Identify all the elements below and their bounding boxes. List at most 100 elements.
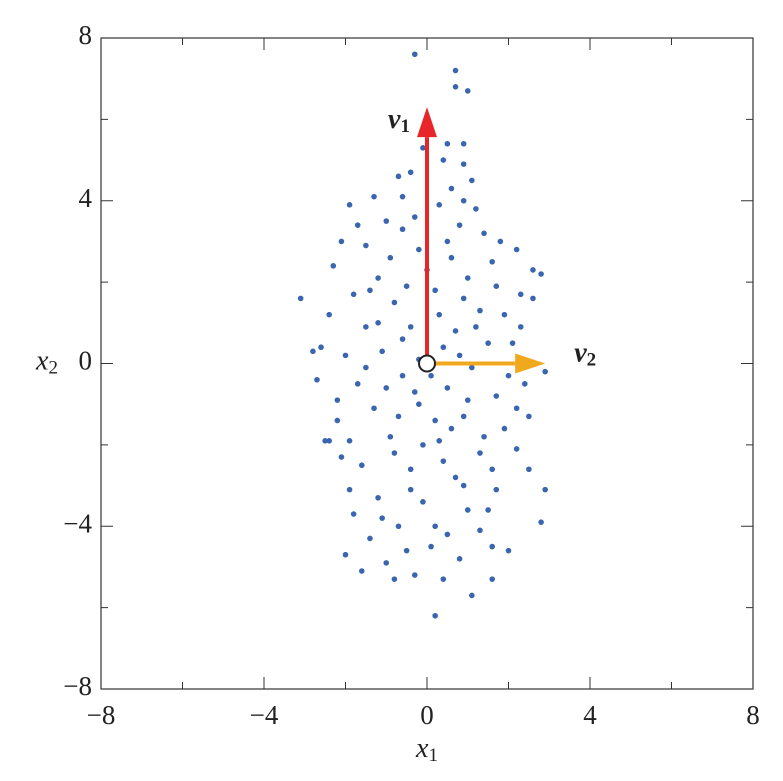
point <box>346 202 353 208</box>
point <box>375 275 381 281</box>
point <box>477 527 483 534</box>
point <box>489 466 496 473</box>
point <box>440 344 447 351</box>
point <box>411 389 418 395</box>
point <box>440 157 447 163</box>
point <box>493 283 500 289</box>
point <box>517 291 524 298</box>
point <box>513 446 520 452</box>
point <box>383 385 390 391</box>
point <box>444 140 451 147</box>
point <box>452 67 459 74</box>
point <box>314 376 320 383</box>
point <box>509 340 516 346</box>
point <box>452 328 459 334</box>
y-tick-label: 8 <box>79 20 93 50</box>
point <box>391 576 398 582</box>
point <box>526 466 532 473</box>
point <box>428 372 434 379</box>
y-axis-label: x2 <box>35 346 58 379</box>
point <box>473 324 479 330</box>
point <box>542 368 548 375</box>
point <box>456 222 463 228</box>
point <box>326 438 333 444</box>
point <box>444 238 451 245</box>
x-axis-label-main: x <box>415 733 429 764</box>
point <box>473 206 479 212</box>
point <box>367 287 373 294</box>
point <box>334 417 341 424</box>
point <box>432 287 438 294</box>
point <box>363 324 369 330</box>
point <box>469 177 475 184</box>
point <box>375 320 381 326</box>
point <box>371 405 377 412</box>
x-tick-label: 8 <box>746 700 760 730</box>
point <box>310 348 316 355</box>
point <box>399 372 406 379</box>
point <box>432 523 438 530</box>
y-tick-label: 4 <box>79 183 93 213</box>
point <box>464 507 471 513</box>
point <box>501 311 508 318</box>
point <box>338 238 345 245</box>
point <box>517 324 524 330</box>
point <box>363 364 369 371</box>
point <box>436 311 443 318</box>
y-tick-label: −4 <box>63 508 92 538</box>
point <box>342 352 349 359</box>
point <box>363 242 369 249</box>
point <box>460 161 467 167</box>
point <box>403 283 410 289</box>
point <box>464 397 471 403</box>
point <box>456 352 463 359</box>
point <box>354 381 361 387</box>
point <box>326 311 333 318</box>
point <box>460 140 467 147</box>
point <box>391 299 398 306</box>
point <box>440 458 447 464</box>
point <box>407 466 414 473</box>
point <box>448 185 455 192</box>
vector-label: v1 <box>388 105 410 138</box>
point <box>338 454 345 460</box>
point <box>522 381 528 387</box>
x-axis-label-sub: 1 <box>428 745 438 766</box>
point <box>477 450 483 456</box>
x-tick-label: −4 <box>250 700 279 730</box>
vector-label: v2 <box>574 338 596 371</box>
point <box>379 348 385 355</box>
point <box>391 450 398 456</box>
point <box>297 295 304 302</box>
point <box>407 169 414 176</box>
vector-label-main: v <box>388 105 401 136</box>
point <box>359 462 365 469</box>
point <box>493 486 500 493</box>
x-tick-label: 4 <box>583 700 597 730</box>
point <box>460 413 467 420</box>
point <box>436 202 443 208</box>
point <box>497 238 504 245</box>
point <box>383 218 390 224</box>
x-tick-label: 0 <box>420 700 434 730</box>
point <box>505 547 512 554</box>
point <box>399 336 406 342</box>
point <box>464 88 471 94</box>
point <box>318 344 324 351</box>
point <box>420 145 426 151</box>
point <box>481 230 487 237</box>
point <box>411 51 418 58</box>
vector-label-sub: 1 <box>400 117 410 138</box>
point <box>375 494 381 501</box>
point <box>448 425 455 432</box>
point <box>367 535 373 542</box>
point <box>530 295 536 302</box>
point <box>501 425 508 432</box>
point <box>448 254 455 261</box>
point <box>354 222 361 228</box>
point <box>330 263 337 269</box>
point <box>407 324 414 330</box>
x-tick-label: −8 <box>87 700 116 730</box>
point <box>538 519 544 525</box>
point <box>460 295 467 302</box>
